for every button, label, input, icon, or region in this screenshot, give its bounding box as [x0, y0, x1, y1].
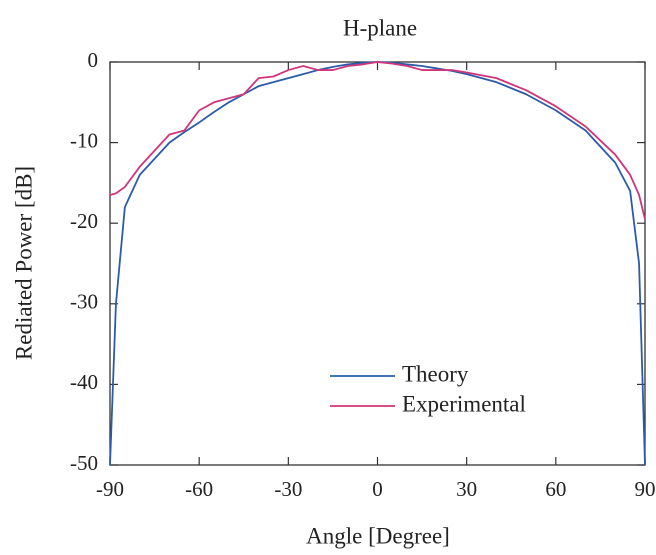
y-tick-label: 0: [88, 48, 99, 72]
y-tick-label: -10: [70, 128, 98, 152]
legend-label: Theory: [402, 361, 469, 386]
y-tick-label: -20: [70, 209, 98, 233]
legend-label: Experimental: [402, 391, 526, 416]
x-tick-label: 60: [545, 477, 566, 501]
x-axis-label: Angle [Degree]: [306, 523, 450, 548]
y-axis-label: Rediated Power [dB]: [11, 166, 36, 360]
x-tick-label: 0: [372, 477, 383, 501]
x-tick-label: -90: [96, 477, 124, 501]
x-tick-label: 30: [456, 477, 477, 501]
y-tick-label: -40: [70, 370, 98, 394]
x-tick-label: 90: [635, 477, 656, 501]
series-line: [109, 61, 646, 220]
y-tick-label: -50: [70, 451, 98, 475]
series-line: [109, 61, 646, 466]
x-tick-label: -60: [185, 477, 213, 501]
x-tick-label: -30: [274, 477, 302, 501]
chart-title: H-plane: [343, 15, 417, 40]
y-tick-label: -30: [70, 290, 98, 314]
